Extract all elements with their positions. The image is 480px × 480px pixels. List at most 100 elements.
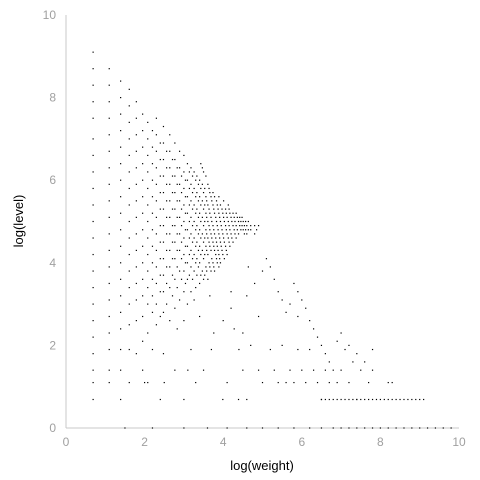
- data-point: [250, 225, 252, 227]
- data-point: [205, 196, 207, 198]
- data-point: [183, 270, 185, 272]
- data-point: [204, 274, 206, 276]
- data-point: [162, 191, 165, 194]
- data-point: [155, 266, 157, 268]
- data-point: [202, 278, 205, 280]
- data-point: [320, 427, 323, 429]
- data-point: [169, 183, 171, 185]
- data-point: [219, 262, 222, 264]
- data-point: [285, 381, 287, 384]
- data-point: [142, 229, 144, 231]
- data-point: [415, 398, 417, 401]
- data-point: [135, 249, 137, 252]
- data-point: [163, 381, 165, 384]
- data-point: [383, 398, 385, 401]
- data-point: [240, 229, 242, 231]
- data-point: [226, 216, 228, 218]
- data-point: [151, 212, 154, 214]
- data-point: [108, 233, 110, 235]
- data-point: [159, 142, 161, 144]
- data-point: [108, 183, 110, 185]
- data-point: [174, 158, 176, 161]
- data-point: [162, 258, 165, 260]
- data-point: [247, 229, 249, 231]
- data-point: [202, 225, 205, 227]
- data-point: [207, 220, 209, 223]
- data-point: [204, 204, 206, 206]
- data-point: [178, 167, 181, 169]
- data-point: [142, 163, 144, 165]
- data-point: [202, 258, 205, 260]
- data-point: [221, 249, 223, 252]
- data-point: [92, 336, 94, 338]
- data-point: [403, 398, 405, 401]
- data-point: [120, 163, 122, 165]
- data-point: [142, 212, 144, 214]
- data-point: [128, 154, 130, 157]
- data-point: [218, 233, 220, 235]
- data-point: [348, 381, 350, 384]
- data-point: [169, 249, 171, 252]
- data-point: [147, 253, 149, 256]
- data-point: [215, 258, 218, 260]
- data-point: [200, 204, 202, 206]
- data-point: [411, 398, 413, 401]
- data-point: [92, 398, 94, 401]
- data-point: [171, 295, 174, 297]
- data-point: [224, 245, 227, 247]
- data-point: [277, 381, 279, 384]
- data-point: [196, 274, 198, 276]
- data-point: [108, 68, 110, 70]
- data-point: [188, 237, 190, 239]
- data-point: [135, 167, 137, 169]
- data-point: [193, 220, 195, 223]
- data-point: [191, 191, 194, 194]
- data-point: [200, 163, 202, 165]
- data-point: [222, 200, 225, 202]
- data-point: [206, 200, 208, 202]
- data-point: [222, 398, 224, 401]
- data-point: [207, 278, 209, 280]
- data-point: [387, 381, 389, 384]
- data-point: [297, 291, 299, 293]
- data-point: [176, 216, 178, 218]
- data-point: [174, 142, 176, 144]
- data-point: [199, 212, 201, 214]
- data-point: [176, 200, 178, 202]
- data-point: [174, 369, 176, 371]
- data-point: [166, 183, 168, 185]
- data-point: [147, 121, 149, 123]
- data-point: [135, 233, 137, 235]
- data-point: [151, 163, 154, 165]
- data-point: [171, 191, 174, 194]
- data-point: [207, 204, 209, 206]
- data-point: [212, 241, 214, 243]
- data-point: [166, 167, 168, 169]
- data-point: [309, 348, 311, 351]
- data-point: [162, 291, 165, 293]
- data-point: [212, 191, 214, 194]
- data-point: [196, 258, 198, 260]
- data-point: [206, 249, 208, 252]
- data-point: [200, 220, 202, 223]
- data-point: [223, 220, 225, 223]
- data-point: [232, 225, 234, 227]
- data-point: [147, 204, 149, 206]
- data-point: [92, 270, 94, 272]
- data-point: [147, 187, 149, 190]
- data-point: [206, 216, 208, 218]
- data-point: [193, 171, 195, 173]
- data-point: [348, 344, 350, 346]
- data-point: [360, 398, 362, 401]
- data-point: [171, 225, 174, 227]
- data-point: [213, 229, 215, 231]
- data-point: [364, 427, 366, 429]
- data-point: [184, 212, 187, 214]
- data-point: [120, 278, 122, 280]
- data-point: [213, 249, 216, 252]
- y-tick-label: 10: [43, 8, 57, 22]
- data-point: [186, 245, 189, 247]
- data-point: [169, 266, 171, 268]
- data-point: [151, 229, 154, 231]
- data-point: [229, 245, 231, 247]
